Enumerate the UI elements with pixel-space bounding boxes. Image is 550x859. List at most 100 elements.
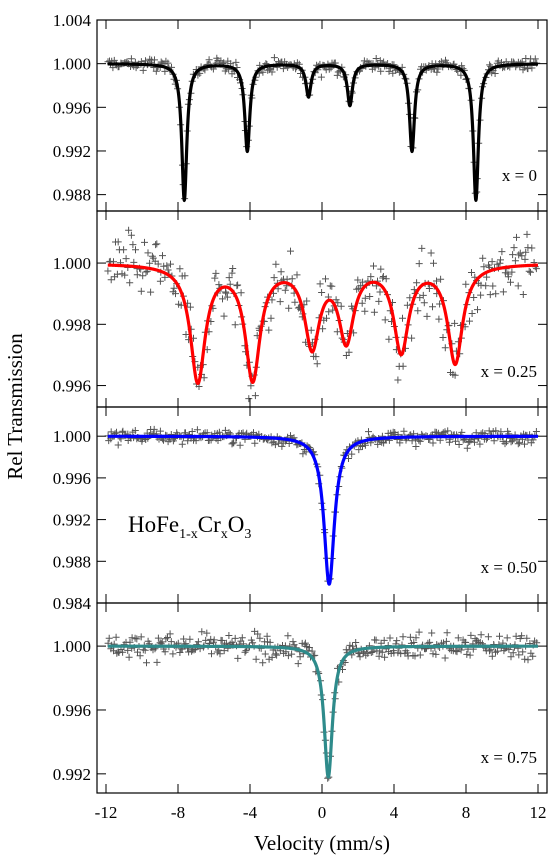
data-point	[494, 57, 502, 65]
data-point	[488, 258, 496, 266]
data-point	[359, 278, 367, 286]
data-point	[137, 633, 145, 641]
data-point	[164, 266, 172, 274]
data-point	[127, 55, 135, 63]
panel-label-2: x = 0.25	[481, 362, 537, 381]
data-point	[301, 639, 309, 647]
data-point	[226, 280, 234, 288]
data-point	[429, 439, 437, 447]
data-point	[492, 290, 500, 298]
data-point	[411, 652, 419, 660]
data-point	[463, 650, 471, 658]
y-tick-label: 1.000	[53, 427, 91, 446]
data-point	[441, 344, 449, 352]
data-point	[466, 317, 473, 325]
y-tick-label: 0.996	[53, 377, 91, 396]
data-point	[311, 651, 319, 659]
data-point	[153, 658, 161, 666]
data-point	[141, 646, 149, 654]
data-point	[156, 277, 164, 285]
data-point	[281, 286, 289, 294]
data-point	[393, 637, 401, 645]
data-point	[471, 438, 478, 446]
data-point	[521, 440, 528, 448]
data-point	[200, 374, 208, 382]
data-point	[132, 246, 139, 254]
data-point	[139, 66, 147, 74]
data-point	[428, 629, 436, 637]
data-point	[167, 638, 175, 646]
y-tick-label: 1.004	[53, 11, 92, 30]
data-point	[294, 660, 302, 668]
data-point	[181, 272, 189, 280]
data-point	[228, 440, 236, 448]
data-point	[425, 285, 433, 292]
data-point	[256, 634, 264, 642]
data-point	[333, 71, 341, 79]
data-point	[220, 312, 228, 320]
data-point	[259, 68, 267, 76]
data-point	[513, 233, 520, 241]
data-point	[486, 647, 493, 655]
data-point	[455, 441, 463, 448]
data-point	[105, 634, 113, 642]
y-tick-label: 1.000	[53, 55, 91, 74]
data-point	[518, 252, 526, 260]
data-point	[113, 428, 120, 436]
data-point	[379, 274, 387, 282]
data-point	[210, 636, 218, 644]
data-point	[375, 652, 383, 660]
data-point	[354, 276, 362, 284]
data-point	[514, 282, 522, 290]
data-point	[470, 294, 478, 301]
data-point	[356, 653, 364, 661]
data-point	[376, 288, 384, 296]
data-point	[400, 427, 408, 435]
data-point	[178, 440, 186, 448]
data-point	[220, 647, 228, 655]
fit-curve-2	[106, 263, 540, 386]
data-point	[410, 639, 418, 646]
data-point	[154, 260, 162, 268]
data-point	[496, 632, 503, 640]
data-point	[277, 268, 285, 276]
data-point	[485, 427, 493, 435]
data-point	[164, 59, 172, 67]
data-point	[198, 628, 206, 636]
data-point	[205, 56, 213, 64]
data-point	[122, 255, 130, 263]
data-point	[133, 271, 141, 279]
data-point	[518, 632, 526, 640]
data-point	[316, 280, 324, 288]
data-point	[430, 259, 437, 267]
data-point	[114, 441, 122, 449]
data-point	[231, 634, 239, 642]
data-point	[230, 439, 238, 447]
data-point	[372, 636, 380, 644]
data-point	[477, 631, 485, 639]
data-point	[452, 647, 460, 655]
data-point	[426, 638, 434, 646]
data-point	[497, 428, 505, 436]
data-point	[441, 654, 449, 662]
data-point	[160, 262, 168, 270]
data-point	[511, 257, 519, 265]
data-point	[483, 273, 491, 281]
data-point	[523, 634, 531, 642]
data-point	[307, 326, 315, 334]
data-point	[509, 437, 516, 445]
data-point	[332, 296, 340, 304]
data-point	[394, 376, 402, 384]
data-point	[131, 634, 139, 642]
data-point	[182, 331, 190, 338]
data-point	[322, 66, 330, 74]
data-point	[144, 249, 152, 257]
data-point	[265, 655, 273, 663]
panel-frame-4	[96, 602, 548, 794]
data-point	[134, 648, 141, 656]
data-point	[366, 293, 374, 300]
data-point	[107, 276, 115, 284]
data-point	[374, 440, 382, 448]
data-point	[136, 652, 144, 660]
data-point	[515, 651, 523, 659]
